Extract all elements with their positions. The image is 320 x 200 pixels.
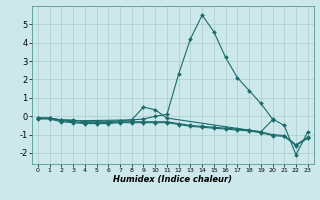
X-axis label: Humidex (Indice chaleur): Humidex (Indice chaleur) [113, 175, 232, 184]
